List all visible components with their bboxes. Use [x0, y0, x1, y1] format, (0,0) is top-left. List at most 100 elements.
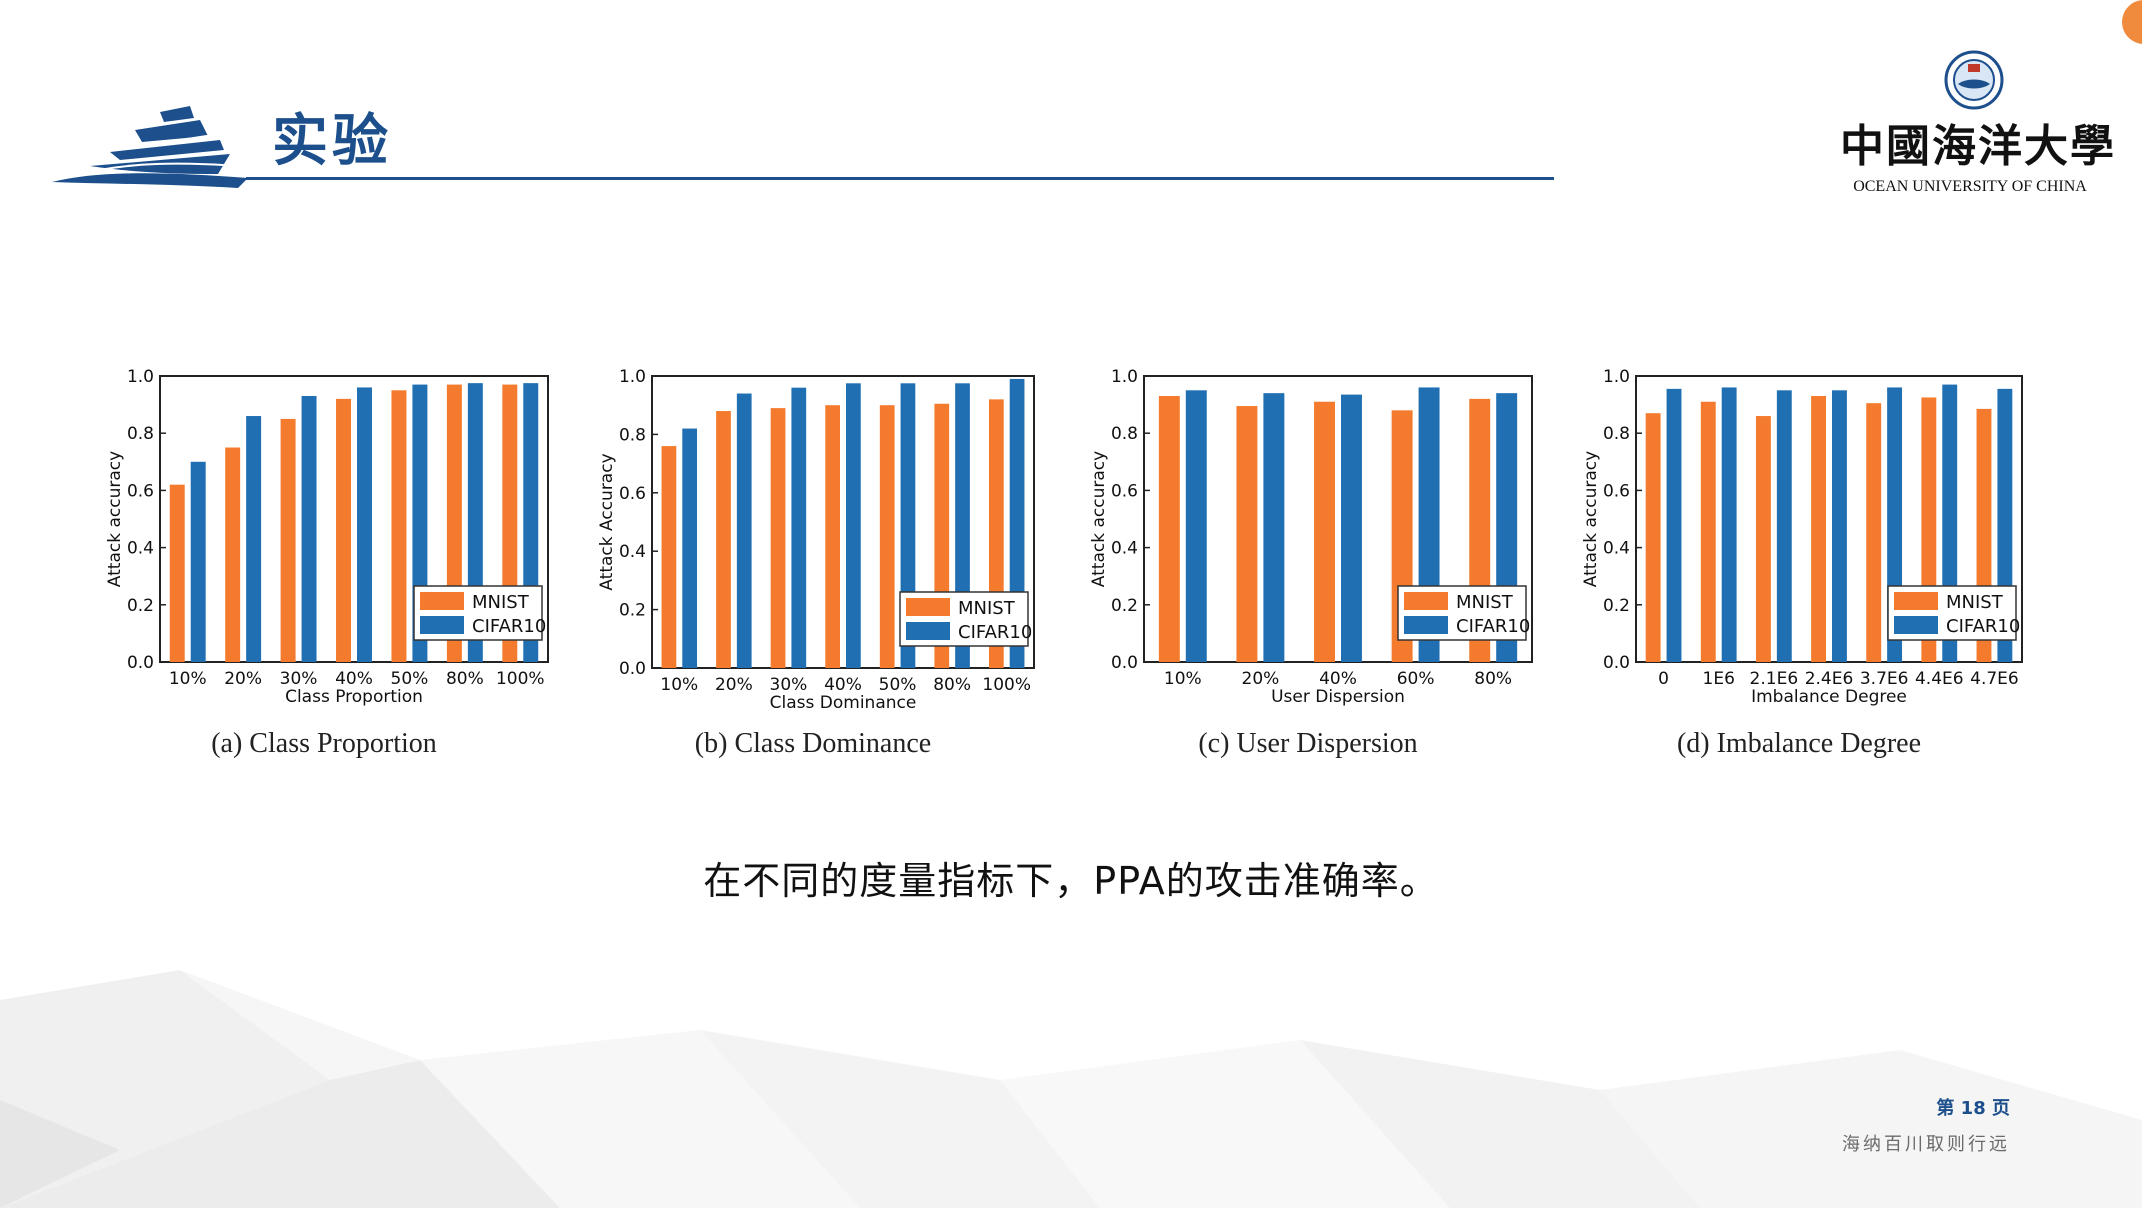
- ship-logo-icon: [52, 106, 248, 188]
- bar-mnist: [1700, 401, 1716, 662]
- y-tick-label: 0.0: [1603, 653, 1630, 673]
- y-tick-label: 0.6: [127, 481, 154, 501]
- legend-label: CIFAR10: [1946, 616, 2020, 637]
- bar-cifar10: [1185, 390, 1207, 662]
- y-tick-label: 0.2: [127, 596, 154, 616]
- x-tick-label: 80%: [933, 675, 971, 695]
- x-tick-label: 60%: [1397, 669, 1435, 689]
- legend-label: MNIST: [472, 592, 530, 613]
- subcaption: (d) Imbalance Degree: [1677, 728, 1921, 759]
- bar-mnist: [661, 446, 677, 668]
- plot-frame: [1635, 375, 2023, 663]
- bar-cifar10: [1776, 390, 1792, 662]
- x-tick-label: 80%: [1474, 669, 1512, 689]
- footer-motto: 海纳百川取则行远: [1842, 1134, 2010, 1155]
- bar-mnist: [391, 390, 407, 662]
- legend-swatch-mnist: [1894, 592, 1938, 610]
- bar-mnist: [336, 398, 351, 662]
- bar-cifar10: [357, 387, 372, 662]
- plot-frame: [1143, 375, 1533, 663]
- bar-mnist: [1314, 401, 1335, 662]
- legend-swatch-mnist: [1404, 592, 1448, 610]
- x-tick-label: 4.7E6: [1970, 669, 2019, 689]
- plot-frame: [651, 375, 1035, 669]
- bar-cifar10: [846, 383, 861, 668]
- x-tick-label: 2.4E6: [1805, 669, 1854, 689]
- y-axis-label: Attack accuracy: [1089, 451, 1109, 587]
- bar-cifar10: [1263, 393, 1285, 662]
- legend-swatch-mnist: [906, 598, 950, 616]
- bar-mnist: [225, 447, 241, 662]
- x-axis-label: Imbalance Degree: [1751, 687, 1907, 707]
- university-seal-icon: [1944, 50, 2004, 110]
- subcaption: (b) Class Dominance: [695, 728, 931, 759]
- x-tick-label: 40%: [1319, 669, 1357, 689]
- legend-swatch-cifar10: [1894, 616, 1938, 634]
- x-tick-label: 10%: [169, 669, 207, 689]
- corner-badge-icon: [2122, 0, 2142, 44]
- bar-mnist: [1158, 396, 1180, 662]
- x-tick-label: 40%: [824, 675, 862, 695]
- legend-swatch-mnist: [420, 592, 464, 610]
- x-tick-label: 2.1E6: [1750, 669, 1799, 689]
- legend-label: CIFAR10: [958, 622, 1032, 643]
- university-name-en: OCEAN UNIVERSITY OF CHINA: [1853, 178, 2087, 195]
- bar-mnist: [1755, 416, 1771, 662]
- page-number: 第 18 页: [1936, 1098, 2010, 1119]
- legend-swatch-cifar10: [906, 622, 950, 640]
- bar-mnist: [1866, 403, 1882, 662]
- x-tick-label: 50%: [879, 675, 917, 695]
- y-tick-label: 0.6: [619, 484, 646, 504]
- x-tick-label: 10%: [1164, 669, 1202, 689]
- legend-label: CIFAR10: [1456, 616, 1530, 637]
- x-tick-label: 1E6: [1703, 669, 1735, 689]
- bar-cifar10: [301, 396, 317, 662]
- bar-mnist: [1811, 396, 1826, 662]
- university-name-cn: 中國海洋大學: [1840, 121, 2116, 172]
- x-tick-label: 20%: [224, 669, 262, 689]
- y-tick-label: 0.2: [1111, 596, 1138, 616]
- y-axis-label: Attack accuracy: [1581, 451, 1601, 587]
- bar-mnist: [280, 418, 296, 662]
- bar-cifar10: [190, 461, 206, 662]
- x-tick-label: 40%: [335, 669, 373, 689]
- legend-swatch-cifar10: [420, 616, 464, 634]
- y-tick-label: 1.0: [619, 367, 646, 387]
- x-axis-label: Class Dominance: [770, 693, 917, 713]
- figure-caption: 在不同的度量指标下，PPA的攻击准确率。: [703, 859, 1439, 903]
- y-tick-label: 1.0: [1111, 367, 1138, 387]
- bar-cifar10: [1341, 394, 1362, 662]
- x-tick-label: 20%: [1242, 669, 1280, 689]
- legend-swatch-cifar10: [1404, 616, 1448, 634]
- y-tick-label: 0.0: [127, 653, 154, 673]
- bar-cifar10: [1666, 388, 1682, 662]
- x-tick-label: 80%: [446, 669, 484, 689]
- bar-cifar10: [791, 387, 807, 668]
- y-tick-label: 0.2: [1603, 596, 1630, 616]
- y-axis-label: Attack Accuracy: [597, 453, 617, 590]
- bar-mnist: [716, 411, 731, 668]
- y-axis-label: Attack accuracy: [105, 451, 125, 587]
- bar-cifar10: [736, 393, 752, 668]
- subcaption: (a) Class Proportion: [211, 728, 437, 759]
- y-tick-label: 0.6: [1603, 481, 1630, 501]
- page-title: 实验: [272, 109, 392, 174]
- x-tick-label: 100%: [496, 669, 545, 689]
- legend-label: MNIST: [1456, 592, 1514, 613]
- bar-mnist: [770, 408, 786, 668]
- y-tick-label: 0.4: [619, 542, 646, 562]
- bar-mnist: [825, 405, 840, 668]
- x-tick-label: 4.4E6: [1915, 669, 1964, 689]
- legend-label: MNIST: [958, 598, 1016, 619]
- university-logo: 中國海洋大學 OCEAN UNIVERSITY OF CHINA: [1840, 44, 2116, 204]
- bar-cifar10: [1721, 387, 1737, 662]
- x-tick-label: 50%: [391, 669, 429, 689]
- bar-cifar10: [1832, 390, 1847, 662]
- bar-mnist: [1236, 406, 1258, 662]
- x-axis-label: Class Proportion: [285, 687, 423, 707]
- y-tick-label: 0.6: [1111, 481, 1138, 501]
- x-tick-label: 30%: [280, 669, 318, 689]
- x-axis-label: User Dispersion: [1271, 687, 1405, 707]
- bar-mnist: [1645, 413, 1661, 662]
